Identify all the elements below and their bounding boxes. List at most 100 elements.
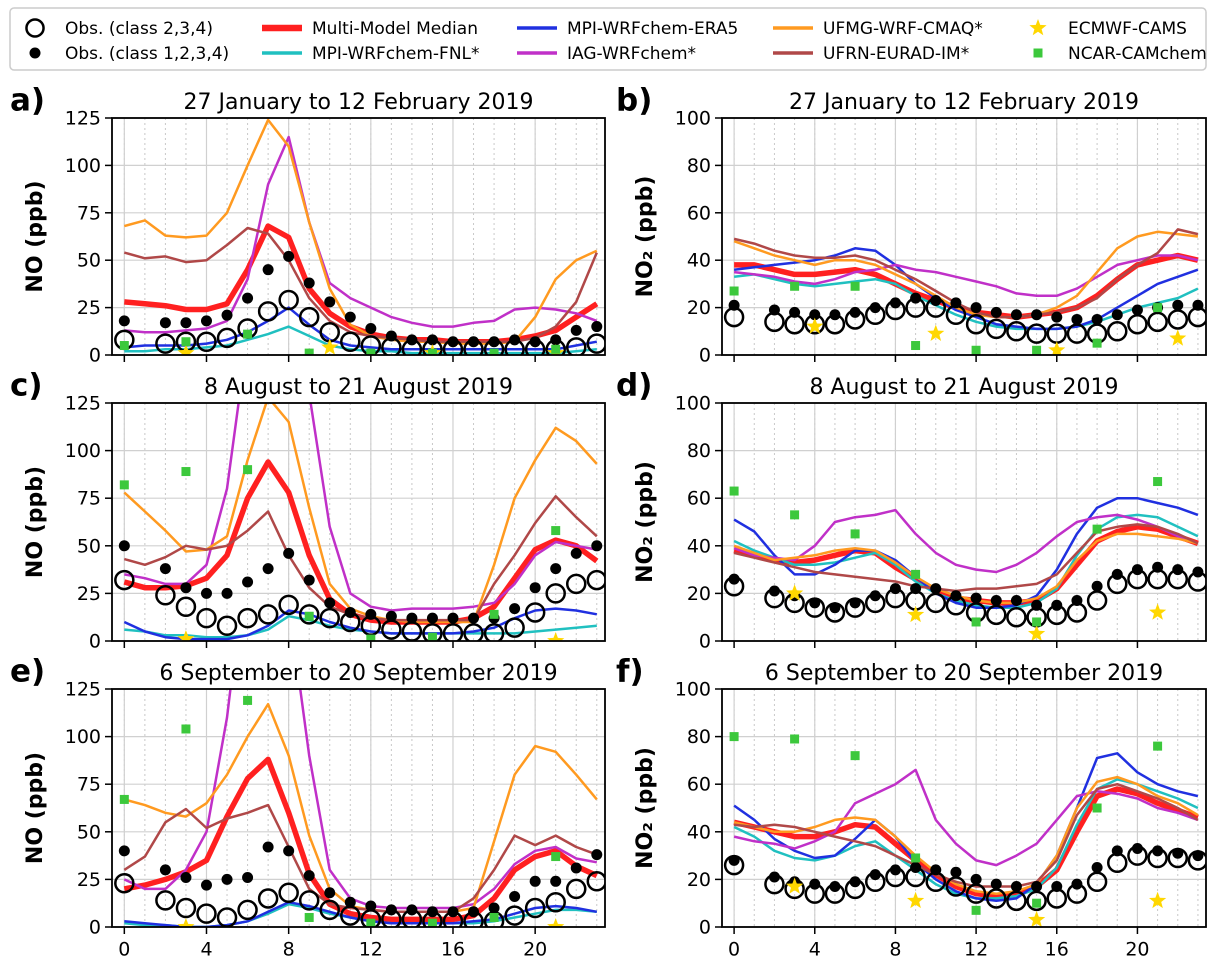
obs-circle bbox=[257, 888, 279, 909]
obs-dot bbox=[344, 311, 356, 323]
obs-dot bbox=[468, 612, 480, 624]
legend-label: Obs. (class 1,2,3,4) bbox=[65, 44, 229, 64]
star-marker bbox=[1048, 341, 1066, 355]
x-tick-label: 4 bbox=[809, 939, 821, 961]
series-line bbox=[124, 135, 598, 334]
series-line bbox=[123, 459, 599, 625]
obs-dot bbox=[869, 869, 881, 881]
series-line bbox=[733, 768, 1199, 867]
panel-label: c) bbox=[10, 368, 43, 404]
obs-dot bbox=[990, 878, 1002, 890]
square-marker bbox=[1092, 524, 1102, 534]
obs-dot bbox=[283, 547, 295, 559]
obs-dot bbox=[1071, 878, 1083, 890]
obs-circle bbox=[298, 890, 320, 911]
square-marker bbox=[427, 918, 437, 927]
panel: 0 25 50 75 100 125 0 4 8 12 16 20 6 September to 20 … bbox=[10, 654, 606, 961]
obs-circle bbox=[442, 623, 464, 641]
series-line bbox=[123, 607, 598, 641]
y-tick-label: 80 bbox=[687, 440, 711, 462]
obs-dot bbox=[324, 887, 336, 899]
panel: 0 20 40 60 80 100 0 4 8 12 16 20 6 September to 20 S… bbox=[616, 654, 1207, 961]
obs-dot bbox=[789, 306, 801, 318]
obs-circle bbox=[155, 585, 176, 606]
y-tick-label: 0 bbox=[89, 917, 101, 939]
obs-dot bbox=[570, 862, 582, 874]
obs-dot bbox=[1091, 862, 1103, 873]
obs-dot bbox=[829, 602, 841, 614]
series-line bbox=[124, 403, 598, 612]
square-marker bbox=[971, 345, 981, 355]
plot-frame bbox=[111, 117, 606, 356]
legend-label: Multi-Model Median bbox=[312, 19, 478, 39]
panel: 0 25 50 75 100 125 27 January to 12 February 2… bbox=[10, 83, 606, 367]
y-tick-label: 100 bbox=[65, 155, 101, 177]
obs-dot bbox=[1051, 311, 1063, 323]
y-axis-label: NO (ppb) bbox=[23, 752, 48, 864]
obs-dot bbox=[385, 610, 397, 622]
obs-circle bbox=[524, 897, 546, 919]
obs-dot bbox=[930, 864, 942, 876]
square-marker bbox=[489, 609, 499, 619]
square-marker bbox=[1032, 617, 1042, 627]
obs-dot bbox=[159, 563, 171, 575]
obs-dot bbox=[385, 904, 397, 916]
star-marker bbox=[177, 344, 195, 355]
legend-label: UFMG-WRF-CMAQ* bbox=[823, 19, 983, 39]
square-marker bbox=[1032, 898, 1042, 908]
y-tick-label: 0 bbox=[699, 345, 711, 367]
obs-dot bbox=[283, 250, 295, 262]
obs-dot bbox=[591, 321, 603, 333]
obs-dot bbox=[910, 862, 922, 873]
obs-dot bbox=[159, 317, 171, 329]
obs-dot bbox=[242, 871, 254, 883]
obs-dot bbox=[118, 540, 130, 552]
obs-dot bbox=[118, 315, 130, 327]
series-line bbox=[123, 226, 598, 343]
obs-dot bbox=[1071, 595, 1083, 607]
obs-dot bbox=[570, 547, 582, 559]
star-marker bbox=[177, 918, 195, 927]
square-marker bbox=[850, 751, 860, 761]
y-tick-label: 80 bbox=[687, 726, 711, 748]
obs-dot bbox=[200, 587, 212, 599]
square-marker bbox=[1153, 477, 1163, 487]
series-line bbox=[733, 523, 1199, 593]
obs-dot bbox=[488, 902, 500, 914]
series-line bbox=[124, 900, 598, 927]
obs-dot bbox=[849, 597, 861, 609]
y-tick-label: 75 bbox=[77, 202, 101, 224]
square-marker bbox=[551, 526, 561, 536]
obs-dot bbox=[365, 322, 377, 334]
panel-label: f) bbox=[616, 654, 644, 690]
obs-dot bbox=[970, 592, 982, 604]
obs-dot bbox=[889, 297, 901, 309]
obs-dot bbox=[950, 866, 962, 878]
x-tick-label: 20 bbox=[1125, 939, 1149, 961]
y-tick-label: 75 bbox=[77, 774, 101, 796]
obs-circle bbox=[216, 907, 238, 927]
obs-circle bbox=[545, 891, 566, 913]
obs-dot bbox=[550, 875, 562, 887]
obs-dot bbox=[1131, 842, 1143, 854]
obs-dot bbox=[426, 334, 438, 346]
obs-dot bbox=[1091, 313, 1103, 325]
obs-dot bbox=[1111, 568, 1123, 580]
y-tick-label: 60 bbox=[687, 774, 711, 796]
obs-dot bbox=[529, 336, 541, 348]
series-lines bbox=[123, 689, 598, 927]
obs-dot bbox=[1131, 304, 1143, 316]
panel-label: d) bbox=[616, 368, 652, 404]
panel: 0 20 40 60 80 100 8 August to 21 August 2019 d)… bbox=[616, 368, 1207, 653]
obs-dot bbox=[1010, 595, 1022, 607]
obs-circle bbox=[298, 306, 320, 328]
x-tick-label: 4 bbox=[200, 939, 212, 961]
obs-dot bbox=[889, 864, 901, 876]
obs-dot bbox=[550, 334, 562, 346]
obs-circle bbox=[114, 569, 135, 591]
obs-dot bbox=[1172, 299, 1184, 311]
obs-circle bbox=[340, 331, 361, 352]
square-marker bbox=[427, 632, 437, 641]
obs-circle bbox=[524, 602, 546, 623]
obs-dot bbox=[488, 336, 500, 348]
